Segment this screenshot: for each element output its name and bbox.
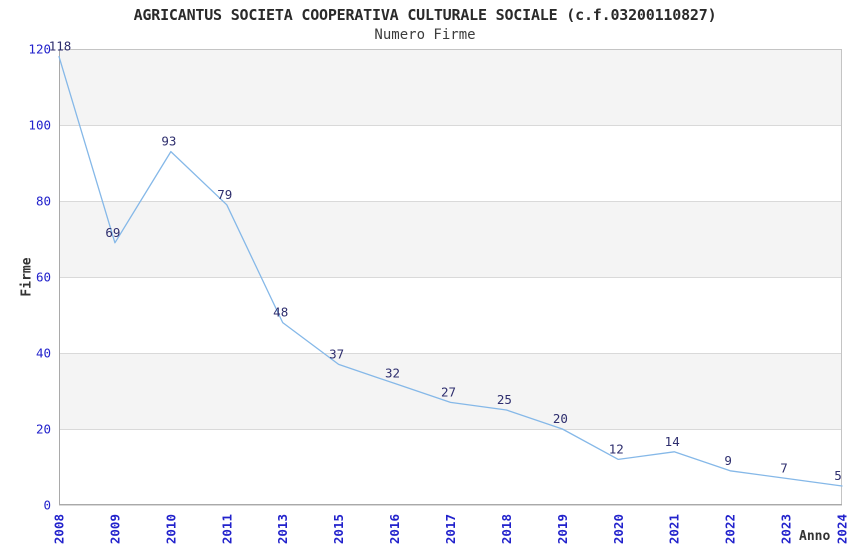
x-tick-label: 2018 xyxy=(499,514,514,544)
chart-subtitle: Numero Firme xyxy=(374,27,476,43)
data-point-label: 5 xyxy=(834,468,842,483)
y-tick-label: 60 xyxy=(36,270,51,285)
x-tick-label: 2023 xyxy=(779,514,794,544)
x-tick-label: 2015 xyxy=(331,514,346,544)
x-tick-label: 2019 xyxy=(555,514,570,544)
y-tick-label: 0 xyxy=(43,498,51,513)
y-tick-label: 20 xyxy=(36,422,51,437)
y-tick-label: 80 xyxy=(36,194,51,209)
data-line xyxy=(58,55,843,487)
x-tick-label: 2016 xyxy=(387,514,402,544)
data-point-label: 14 xyxy=(665,434,680,449)
data-point-label: 32 xyxy=(385,365,400,380)
x-axis-label: Anno xyxy=(799,529,831,544)
data-point-label: 37 xyxy=(329,346,344,361)
x-tick-label: 2010 xyxy=(163,514,178,544)
y-tick-labels: 0 20 40 60 80 100 120 xyxy=(28,42,51,513)
x-tick-label: 2020 xyxy=(611,514,626,544)
x-tick-label: 2017 xyxy=(443,514,458,544)
data-point-label: 12 xyxy=(609,441,624,456)
data-point-label: 118 xyxy=(49,39,72,54)
x-tick-label: 2009 xyxy=(107,514,122,544)
data-point-label: 79 xyxy=(217,187,232,202)
data-point-label: 69 xyxy=(105,225,120,240)
y-tick-label: 100 xyxy=(28,118,51,133)
chart-title: AGRICANTUS SOCIETA COOPERATIVA CULTURALE… xyxy=(133,6,717,24)
plot-bands xyxy=(59,49,842,429)
x-tick-labels: 2008 2009 2010 2011 2013 2015 2016 2017 2018 2019… xyxy=(52,514,850,544)
x-tick-label: 2008 xyxy=(52,514,67,544)
data-point-label: 7 xyxy=(780,460,788,475)
x-tick-label: 2011 xyxy=(219,514,234,544)
y-tick-label: 40 xyxy=(36,346,51,361)
y-axis-label: Firme xyxy=(19,257,35,297)
data-point-label: 93 xyxy=(161,134,176,149)
data-point-label: 20 xyxy=(553,411,568,426)
data-point-label: 25 xyxy=(497,392,512,407)
data-point-label: 27 xyxy=(441,384,456,399)
x-tick-label: 2021 xyxy=(667,514,682,544)
data-point-labels: 118 69 93 79 48 37 32 27 25 20 12 14 9 7 5 xyxy=(49,39,842,483)
plot-border xyxy=(59,49,842,505)
x-tick-label: 2024 xyxy=(835,514,850,544)
y-tick-label: 120 xyxy=(28,42,51,57)
data-point-label: 9 xyxy=(724,453,732,468)
x-tick-label: 2022 xyxy=(723,514,738,544)
x-tick-label: 2013 xyxy=(275,514,290,544)
data-point-label: 48 xyxy=(273,305,288,320)
